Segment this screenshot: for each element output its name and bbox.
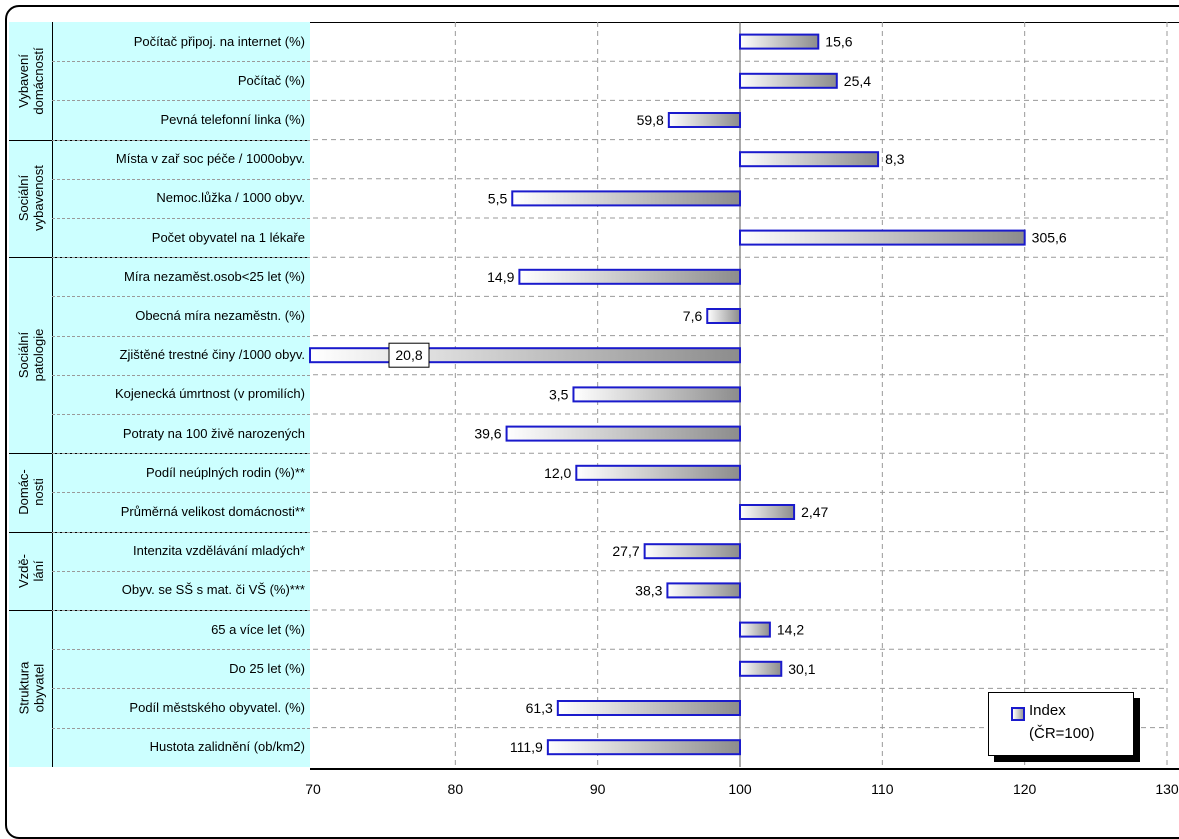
category-label: Počítač (%) xyxy=(237,72,305,88)
category-label: Kojenecká úmrtnost (v promilích) xyxy=(114,386,305,402)
row-separator xyxy=(52,257,310,259)
group-label: Sociální patologie xyxy=(16,328,46,382)
row-separator xyxy=(52,218,310,219)
group-divider xyxy=(52,22,53,767)
category-label: 65 a více let (%) xyxy=(211,621,305,637)
plot-area xyxy=(310,22,1179,770)
category-label-panel xyxy=(9,22,312,767)
category-label: Potraty na 100 živě narozených xyxy=(122,425,305,441)
group-label: Vybavení domácností xyxy=(16,47,46,115)
row-separator xyxy=(52,139,310,141)
legend-swatch xyxy=(1011,707,1025,721)
category-label: Počet obyvatel na 1 lékaře xyxy=(151,229,305,245)
group-label: Sociální vybavenost xyxy=(16,165,46,232)
category-label: Místa v zař soc péče / 1000obyv. xyxy=(115,151,305,167)
category-label: Míra nezaměst.osob<25 let (%) xyxy=(124,268,305,284)
legend-label-index: Index xyxy=(1029,702,1066,719)
group-label: Struktura obyvatel xyxy=(16,662,47,715)
row-separator xyxy=(52,727,310,729)
row-separator xyxy=(52,570,310,572)
legend-label-base: (ČR=100) xyxy=(1029,725,1095,742)
category-label: Nemoc.lůžka / 1000 obyv. xyxy=(156,190,305,206)
row-separator xyxy=(52,374,310,376)
row-separator xyxy=(52,100,310,102)
row-separator xyxy=(52,688,310,690)
row-separator xyxy=(52,492,310,494)
category-label: Obyv. se SŠ s mat. či VŠ (%)*** xyxy=(121,582,305,598)
row-separator xyxy=(52,649,310,651)
row-separator xyxy=(52,414,310,415)
row-separator xyxy=(52,335,310,337)
group-label: Domác- nosti xyxy=(16,469,47,516)
category-label: Do 25 let (%) xyxy=(229,660,305,676)
category-label: Intenzita vzdělávání mladých* xyxy=(133,543,305,559)
category-label: Podíl městského obyvatel. (%) xyxy=(129,700,305,715)
row-separator xyxy=(52,610,310,611)
category-label: Podíl neúplných rodin (%)** xyxy=(146,464,305,480)
category-label: Pevná telefonní linka (%) xyxy=(160,112,305,127)
category-label: Hustota zalidnění (ob/km2) xyxy=(149,739,305,755)
row-separator xyxy=(52,178,310,180)
group-label: Vzdě- lání xyxy=(16,553,47,588)
row-separator xyxy=(52,61,310,63)
legend: Index (ČR=100) xyxy=(988,692,1134,756)
category-label: Počítač připoj. na internet (%) xyxy=(133,33,305,49)
category-label: Zjištěné trestné činy /1000 obyv. xyxy=(119,347,305,363)
row-separator xyxy=(52,296,310,298)
row-separator xyxy=(52,453,310,455)
category-label: Průměrná velikost domácnosti** xyxy=(120,504,305,519)
row-separator xyxy=(52,531,310,533)
category-label: Obecná míra nezaměstn. (%) xyxy=(135,308,305,323)
